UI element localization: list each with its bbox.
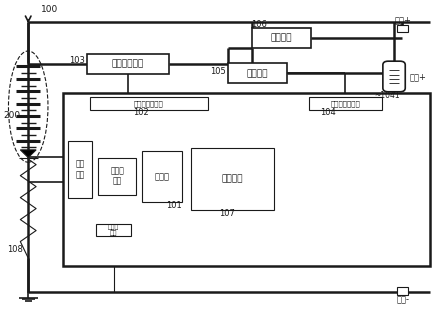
Bar: [190, 148, 274, 210]
Bar: [228, 63, 287, 83]
Bar: [96, 224, 132, 236]
Polygon shape: [20, 150, 36, 158]
Text: 处理器: 处理器: [155, 172, 170, 181]
Text: 模数转
换器: 模数转 换器: [110, 167, 124, 186]
Text: 107: 107: [219, 209, 235, 218]
Text: 105: 105: [210, 66, 226, 76]
Text: 100: 100: [41, 5, 58, 14]
Text: 200: 200: [4, 111, 21, 121]
Text: 输入
开关: 输入 开关: [75, 159, 85, 179]
Text: 放电回路控制器: 放电回路控制器: [330, 100, 360, 107]
Bar: [397, 287, 408, 295]
Bar: [98, 158, 136, 195]
Text: ~1041: ~1041: [374, 91, 400, 100]
Bar: [142, 151, 182, 202]
Bar: [89, 97, 208, 110]
Bar: [87, 54, 169, 74]
Text: 103: 103: [70, 56, 85, 65]
Text: 电池-: 电池-: [396, 295, 409, 304]
Text: 充电电路控制器: 充电电路控制器: [134, 100, 164, 107]
Text: 102: 102: [133, 108, 149, 117]
Text: 104: 104: [320, 108, 336, 117]
Bar: [252, 28, 311, 48]
Bar: [397, 25, 408, 32]
Text: 108: 108: [7, 245, 23, 254]
Text: 交互模块: 交互模块: [222, 175, 243, 184]
Text: 充电+: 充电+: [410, 73, 427, 82]
Text: 101: 101: [167, 201, 182, 210]
Text: 充电电路模块: 充电电路模块: [112, 60, 144, 69]
Text: 负载+: 负载+: [394, 15, 411, 25]
Bar: [68, 141, 92, 198]
FancyBboxPatch shape: [383, 61, 405, 92]
Bar: [63, 93, 430, 266]
Text: 第二开关: 第二开关: [271, 33, 292, 42]
Bar: [309, 97, 381, 110]
Text: 106: 106: [251, 20, 267, 29]
Text: 第一开关: 第一开关: [247, 69, 268, 78]
Text: 电流采
样器: 电流采 样器: [108, 224, 120, 236]
